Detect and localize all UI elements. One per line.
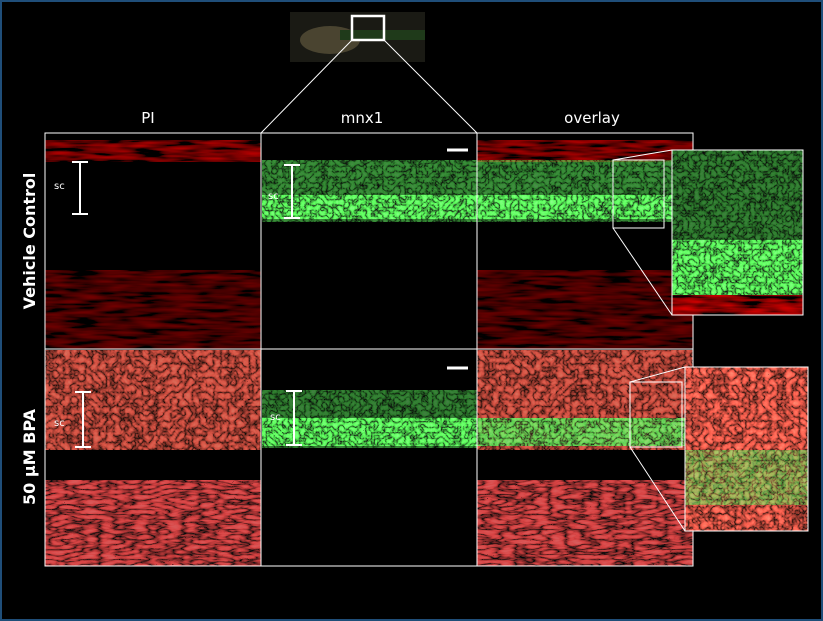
inset-red [685, 367, 808, 531]
column-label: overlay [564, 109, 620, 127]
sc-label: sc [54, 181, 65, 192]
inset-box [612, 159, 665, 229]
overlay-red [477, 480, 693, 566]
row-label: Vehicle Control [20, 173, 39, 310]
inset-line [629, 446, 686, 532]
pi-signal [45, 350, 261, 450]
inset-green [685, 450, 808, 505]
overlay-red [477, 140, 693, 162]
sc-bracket [72, 161, 88, 215]
column-label: mnx1 [341, 109, 384, 127]
sc-label: sc [268, 191, 279, 202]
pi-signal [45, 270, 261, 349]
overlay-green [477, 195, 693, 219]
zoom-line [383, 39, 478, 134]
mnx1-signal [262, 195, 477, 219]
inset-red [672, 295, 803, 315]
inset-box [629, 381, 683, 448]
pi-signal [45, 140, 261, 162]
inset-green [672, 240, 803, 300]
overlay-green [477, 418, 693, 446]
inset-line [612, 149, 673, 161]
inset-border [684, 366, 809, 532]
thumbnail-body [340, 30, 425, 40]
overlay-red [477, 270, 693, 349]
column-label: PI [141, 109, 154, 127]
inset-border [671, 149, 804, 316]
sc-bracket [284, 164, 300, 219]
sc-label: sc [270, 412, 281, 423]
mnx1-signal [262, 418, 477, 446]
inset-line [612, 227, 673, 316]
zoom-line [260, 39, 353, 134]
thumbnail-box [350, 14, 386, 42]
pi-signal [45, 480, 261, 566]
row-label: 50 µM BPA [20, 408, 39, 505]
inset-line [629, 366, 686, 383]
sc-bracket [286, 390, 302, 446]
sc-bracket [75, 391, 91, 448]
sc-label: sc [54, 418, 65, 429]
